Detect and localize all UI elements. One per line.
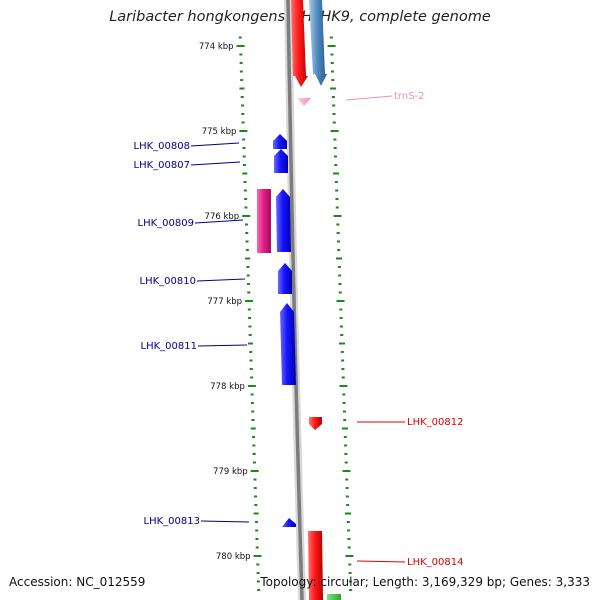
kbp-labels: 774 kbp 775 kbp 776 kbp 777 kbp 778 kbp 779 k… [199, 42, 251, 562]
gene-labels: trnS-2 LHK_00808 LHK_00807 LHK_00809 LHK… [134, 91, 464, 568]
kbp-label: 777 kbp [207, 297, 242, 307]
feature-cds-lhk-00811[interactable] [280, 303, 296, 385]
kbp-label: 778 kbp [210, 382, 245, 392]
leader-lhk-00808 [190, 142, 240, 147]
genome-backbone-line [286, 0, 304, 600]
leader-lhk-00811 [197, 344, 248, 347]
accession-text: Accession: NC_012559 [9, 575, 146, 589]
feature-trna-trns-2[interactable] [297, 98, 311, 106]
outer-tick-marks [327, 36, 354, 591]
label-lhk-00813[interactable]: LHK_00813 [144, 516, 200, 527]
reverse-strand-features [257, 134, 296, 527]
feature-cds-steel-top[interactable] [309, 0, 327, 86]
leader-lhk-00810 [196, 278, 246, 282]
feature-green-bottom[interactable] [327, 594, 341, 600]
label-trns-2[interactable]: trnS-2 [394, 91, 425, 102]
feature-cds-lhk-00808[interactable] [273, 134, 287, 149]
kbp-label: 780 kbp [216, 552, 251, 562]
forward-strand-features [291, 0, 341, 600]
label-lhk-00812[interactable]: LHK_00812 [407, 417, 463, 428]
kbp-label: 779 kbp [213, 467, 248, 477]
label-lhk-00811[interactable]: LHK_00811 [141, 341, 197, 352]
leader-lhk-00807 [190, 161, 241, 166]
feature-cds-lhk-00812[interactable] [309, 417, 322, 430]
topology-text: Topology: circular; Length: 3,169,329 bp… [260, 575, 590, 589]
feature-cds-lhk-00813[interactable] [282, 518, 296, 527]
feature-cds-lhk-00814[interactable] [308, 531, 323, 600]
feature-rrna-lhk-00809[interactable] [257, 189, 271, 253]
feature-cds-lhk-00807[interactable] [274, 149, 288, 173]
label-lhk-00807[interactable]: LHK_00807 [134, 160, 190, 171]
kbp-label: 776 kbp [205, 212, 240, 222]
label-leader-lines [190, 95, 406, 563]
feature-cds-lhk-00809[interactable] [276, 189, 291, 252]
feature-cds-lhk-00810[interactable] [278, 263, 292, 294]
label-lhk-00810[interactable]: LHK_00810 [140, 276, 196, 287]
inner-tick-marks [236, 36, 262, 591]
label-lhk-00808[interactable]: LHK_00808 [134, 141, 190, 152]
kbp-label: 774 kbp [199, 42, 234, 52]
label-lhk-00809[interactable]: LHK_00809 [138, 218, 194, 229]
kbp-label: 775 kbp [202, 127, 237, 137]
leader-lhk-00813 [200, 520, 250, 523]
leader-lhk-00814 [356, 560, 406, 563]
feature-cds-red-top[interactable] [291, 0, 308, 87]
leader-trns-2 [345, 95, 393, 101]
label-lhk-00814[interactable]: LHK_00814 [407, 557, 463, 568]
leader-lhk-00809 [194, 219, 244, 224]
